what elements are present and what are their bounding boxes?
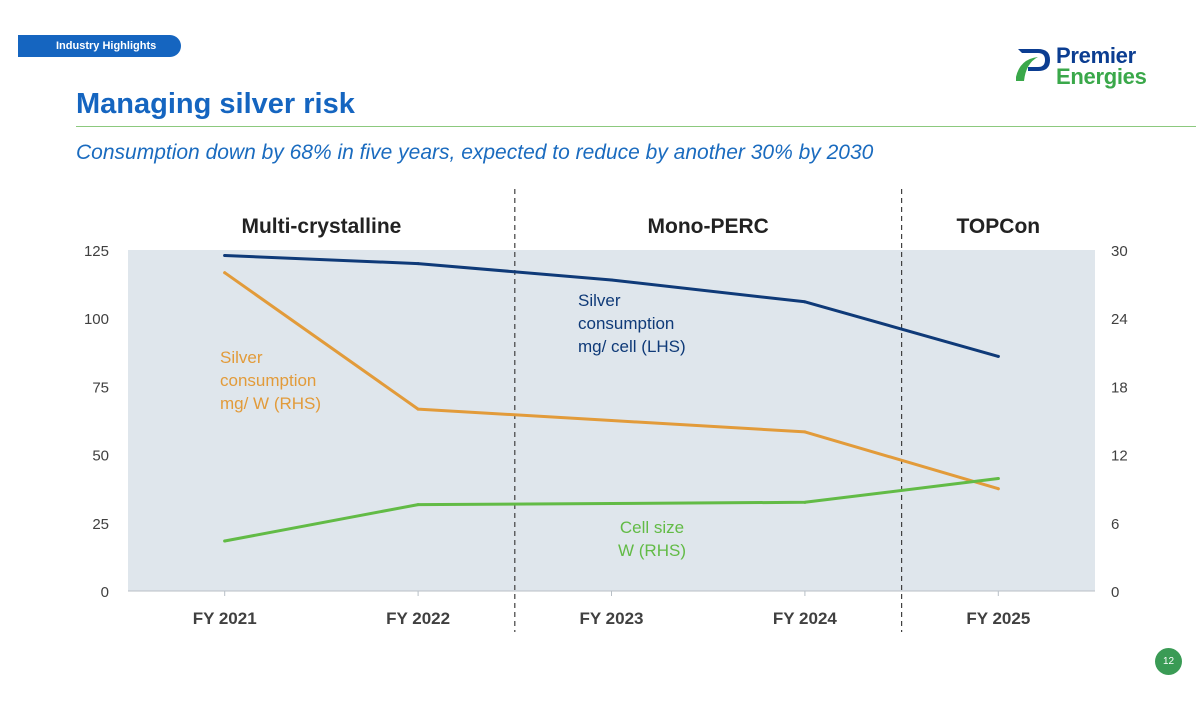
series-2-point <box>223 539 227 543</box>
series-label: Silver <box>578 291 621 310</box>
series-0-point <box>803 300 807 304</box>
series-1-point <box>803 430 807 434</box>
series-label: W (RHS) <box>618 541 686 560</box>
logo-wordmark-line1: Premier <box>1056 43 1136 68</box>
right-axis-tick-label: 18 <box>1111 379 1128 396</box>
page-title: Managing silver risk <box>76 88 355 120</box>
series-2-point <box>610 501 613 505</box>
right-axis-tick-label: 0 <box>1111 584 1119 601</box>
x-tick-label: FY 2023 <box>580 609 644 628</box>
logo-mark-icon <box>1016 49 1050 81</box>
series-1-point <box>996 487 1000 491</box>
x-tick-label: FY 2024 <box>773 609 838 628</box>
series-label: mg/ W (RHS) <box>220 394 321 413</box>
left-axis-tick-label: 25 <box>92 516 109 533</box>
series-0-point <box>416 262 420 266</box>
right-axis-tick-label: 30 <box>1111 243 1128 260</box>
series-label: Cell size <box>620 518 684 537</box>
series-label: mg/ cell (LHS) <box>578 337 686 356</box>
series-2-point <box>803 500 807 504</box>
series-0-point <box>223 253 227 257</box>
x-tick-label: FY 2021 <box>193 609 257 628</box>
series-label: Silver <box>220 348 263 367</box>
title-divider <box>76 126 1196 127</box>
left-axis-tick-label: 100 <box>84 311 109 328</box>
right-axis-tick-label: 24 <box>1111 311 1128 328</box>
left-axis-tick-label: 50 <box>92 448 109 465</box>
series-2-point <box>996 476 1000 480</box>
series-0-point <box>610 278 613 282</box>
x-tick-label: FY 2025 <box>966 609 1030 628</box>
phase-label: Multi-crystalline <box>241 215 401 238</box>
series-label: consumption <box>578 314 674 333</box>
page-number: 12 <box>1155 648 1182 675</box>
series-label: consumption <box>220 371 316 390</box>
x-tick-label: FY 2022 <box>386 609 450 628</box>
series-1-point <box>610 419 613 422</box>
logo-wordmark-line2: Energies <box>1056 64 1147 89</box>
left-axis-tick-label: 125 <box>84 243 109 260</box>
right-axis-tick-label: 12 <box>1111 448 1128 465</box>
phase-label: Mono-PERC <box>648 215 769 238</box>
section-tag: Industry Highlights <box>18 35 181 57</box>
page-subtitle: Consumption down by 68% in five years, e… <box>76 141 874 164</box>
premier-energies-logo: Premier Energies <box>1014 43 1174 89</box>
right-axis-tick-label: 6 <box>1111 516 1119 533</box>
phase-label: TOPCon <box>956 215 1040 238</box>
left-axis-tick-label: 0 <box>101 584 109 601</box>
series-1-point <box>416 407 420 411</box>
series-2-point <box>416 503 420 507</box>
left-axis-tick-label: 75 <box>92 379 109 396</box>
series-1-point <box>223 271 227 275</box>
series-0-point <box>996 354 1000 358</box>
